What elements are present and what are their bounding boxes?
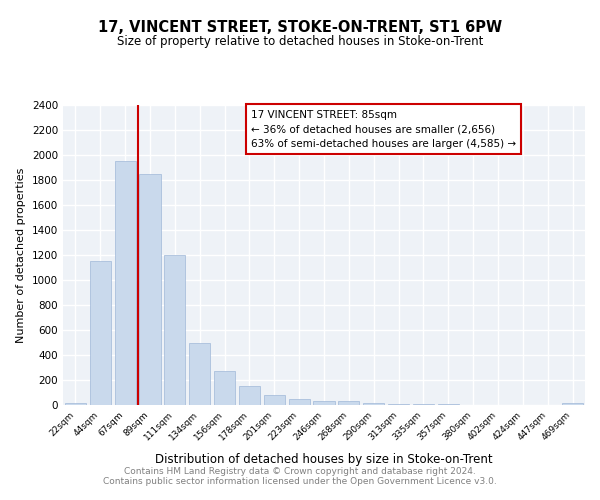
Text: Size of property relative to detached houses in Stoke-on-Trent: Size of property relative to detached ho… (117, 35, 483, 48)
Text: 17 VINCENT STREET: 85sqm
← 36% of detached houses are smaller (2,656)
63% of sem: 17 VINCENT STREET: 85sqm ← 36% of detach… (251, 110, 516, 149)
Bar (164, 255, 185, 405)
Bar (388, 404, 409, 405)
Bar (65, 402, 86, 405)
Bar (239, 386, 260, 405)
Text: Contains public sector information licensed under the Open Government Licence v3: Contains public sector information licen… (103, 477, 497, 486)
Bar (189, 342, 210, 405)
Bar (338, 401, 359, 405)
Bar (363, 403, 384, 405)
Text: Contains HM Land Registry data © Crown copyright and database right 2024.: Contains HM Land Registry data © Crown c… (124, 467, 476, 476)
Y-axis label: Number of detached properties: Number of detached properties (16, 168, 26, 342)
Bar (313, 400, 335, 405)
Bar (413, 404, 434, 405)
Bar (438, 404, 459, 405)
Text: 17, VINCENT STREET, STOKE-ON-TRENT, ST1 6PW: 17, VINCENT STREET, STOKE-ON-TRENT, ST1 … (98, 20, 502, 35)
Bar (289, 399, 310, 405)
Bar (90, 261, 111, 405)
X-axis label: Distribution of detached houses by size in Stoke-on-Trent: Distribution of detached houses by size … (155, 453, 493, 466)
Bar (264, 395, 285, 405)
Bar (139, 174, 161, 405)
Bar (214, 371, 235, 405)
Bar (562, 403, 583, 405)
Bar (115, 161, 136, 405)
